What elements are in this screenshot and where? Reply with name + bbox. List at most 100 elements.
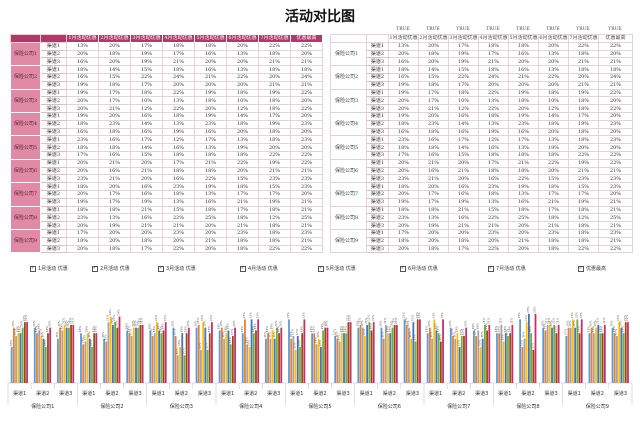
table-row: 渠道3 20% 21% 12% 22% 20% 12% 18% 22% (11, 104, 323, 113)
channel-cell: 渠道2 (40, 96, 67, 106)
data-label: 22% (346, 315, 350, 322)
bar (56, 338, 59, 383)
value-cell: 21% (568, 166, 599, 176)
data-label: 19% (369, 323, 373, 330)
table-row: 保险公司8 渠道1 18% 18% 21% 15% 18% 17% 18% 21% (330, 205, 633, 230)
value-cell: 20% (130, 158, 163, 168)
data-label: 12% (530, 342, 534, 349)
value-cell: 15% (226, 174, 259, 184)
series-checkbox[interactable]: ✓ 2月活动 优惠 (92, 265, 130, 272)
group-label: 保险公司2 (100, 403, 123, 410)
value-cell: 20% (598, 189, 633, 199)
value-cell: 18% (226, 119, 259, 129)
bar (544, 330, 547, 383)
bar (128, 333, 131, 383)
value-cell: 21% (538, 221, 569, 230)
data-label: 19% (253, 323, 257, 330)
series-checkbox[interactable]: ✓ 1月活动 优惠 (30, 265, 68, 272)
data-label: 23% (579, 312, 583, 319)
data-label: 20% (219, 320, 223, 327)
bar (449, 327, 452, 383)
value-cell: 18% (478, 189, 509, 199)
table-row: 保险公司1 渠道1 13% 20% 17% 18% 18% 20% 22% 22% (330, 41, 633, 67)
bar (105, 341, 108, 383)
value-cell: 17% (448, 135, 479, 145)
value-cell: 22% (568, 244, 599, 254)
data-label: 18% (494, 326, 498, 333)
data-label: 20% (589, 320, 593, 327)
data-label: 19% (543, 323, 547, 330)
data-label: 18% (152, 326, 156, 333)
value-cell: 19% (568, 197, 599, 207)
data-label: 17% (332, 328, 336, 335)
data-label: 22% (200, 315, 204, 322)
value-cell: 22% (478, 244, 509, 254)
value-cell: 25% (598, 213, 633, 223)
bar (195, 327, 198, 383)
value-cell: 18% (388, 119, 419, 129)
value-cell: 20% (66, 189, 99, 199)
series-checkbox[interactable]: ✓ 优惠最高 (578, 265, 606, 272)
value-cell: 20% (538, 127, 569, 137)
data-label: 17% (38, 328, 42, 335)
value-cell: 23% (388, 213, 419, 223)
value-cell: 18% (130, 236, 163, 246)
bar (250, 319, 253, 383)
value-cell: 20% (98, 228, 131, 238)
company-cell: 保险公司2 (10, 65, 41, 90)
series-checkbox-bar: ✓ 1月活动 优惠 ✓ 2月活动 优惠 ✓ 3月活动 优惠 ✓ 4月活动 优惠 ✓ 5月活动 优惠… (0, 265, 640, 275)
data-label: 18% (78, 326, 82, 333)
category-label: 渠道3 (475, 390, 488, 397)
series-checkbox[interactable]: ✓ 7月活动 优惠 (488, 265, 526, 272)
table-row: 渠道2 23% 13% 16% 22% 25% 18% 12% 25% (331, 213, 633, 223)
bar (118, 316, 121, 383)
channel-cell: 渠道2 (366, 236, 389, 246)
column-header: 优惠最高 (290, 34, 323, 43)
value-cell: 22% (290, 150, 323, 160)
series-checkbox[interactable]: ✓ 4月活动 优惠 (240, 265, 278, 272)
value-cell: 17% (448, 41, 479, 51)
value-cell: 20% (508, 57, 539, 67)
true-flag: TRUE (516, 27, 530, 32)
channel-cell: 渠道3 (366, 80, 389, 90)
value-cell: 13% (538, 65, 569, 74)
data-label: 16% (87, 331, 91, 338)
value-cell: 23% (162, 182, 195, 191)
channel-cell: 渠道1 (40, 65, 67, 74)
bar (67, 327, 70, 383)
data-label: 20% (360, 320, 364, 327)
value-cell: 16% (130, 189, 163, 199)
value-cell: 20% (388, 158, 419, 168)
data-label: 16% (335, 331, 339, 338)
value-cell: 22% (226, 72, 259, 82)
bar (595, 327, 597, 383)
value-cell: 21% (598, 236, 633, 246)
value-cell: 19% (66, 80, 99, 90)
series-checkbox[interactable]: ✓ 6月活动 优惠 (400, 265, 438, 272)
value-cell: 20% (508, 221, 539, 230)
bar (211, 322, 213, 383)
series-checkbox[interactable]: ✓ 3月活动 优惠 (158, 265, 196, 272)
value-cell: 19% (226, 143, 259, 152)
bar (49, 327, 52, 383)
bar (255, 330, 257, 383)
series-checkbox[interactable]: ✓ 5月活动 优惠 (318, 265, 356, 272)
value-cell: 16% (478, 174, 509, 184)
bar (599, 333, 602, 383)
company-cell: 保险公司1 (10, 41, 41, 67)
value-cell: 18% (258, 236, 291, 246)
bar (63, 324, 66, 383)
value-cell: 19% (130, 57, 163, 67)
value-cell: 23% (568, 174, 599, 184)
checkbox-label: 6月活动 优惠 (408, 266, 438, 272)
bar (372, 322, 375, 383)
category-label: 渠道2 (383, 390, 396, 397)
bar (299, 347, 301, 383)
data-label: 21% (602, 317, 606, 324)
data-label: 21% (509, 317, 513, 324)
bar (103, 338, 105, 383)
bar (44, 347, 47, 383)
data-label: 20% (566, 320, 570, 327)
channel-cell: 渠道2 (366, 189, 389, 199)
bar (326, 327, 329, 383)
